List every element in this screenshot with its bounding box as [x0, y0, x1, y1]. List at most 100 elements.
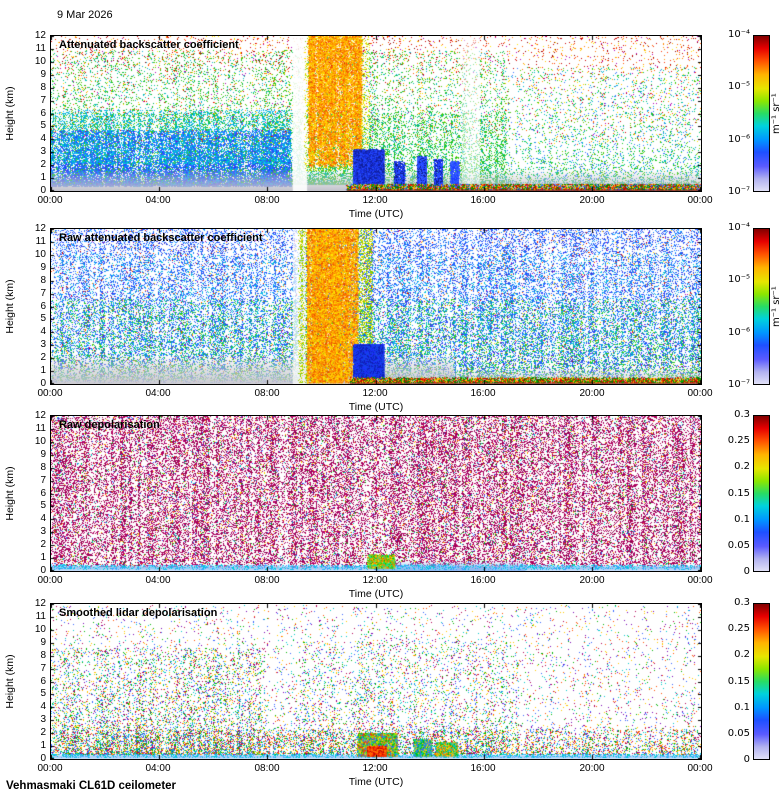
height-tick-label: 3	[40, 146, 46, 157]
time-tick-label: 04:00	[145, 763, 171, 774]
plot-area: Attenuated backscatter coefficient	[50, 35, 702, 192]
time-tick-label: 08:00	[254, 388, 280, 399]
plot-area: Raw depolarisation	[50, 415, 702, 572]
colorbar-tick-label: 10⁻⁴	[727, 29, 750, 40]
colorbar-unit-label: m⁻¹ sr⁻¹	[771, 93, 780, 134]
panel-title: Smoothed lidar depolarisation	[59, 607, 218, 619]
height-tick-label: 3	[40, 339, 46, 350]
height-tick-label: 8	[40, 650, 46, 661]
height-tick-label: 1	[40, 172, 46, 183]
ceilometer-panel-1: Height (km) 0 1 2 3 4 5 6 7 8 9 10 11 12 Attenuated ba…	[0, 29, 780, 228]
height-tick-label: 4	[40, 326, 46, 337]
height-axis-label: Height (km)	[4, 466, 16, 521]
height-tick-label: 8	[40, 82, 46, 93]
height-tick-label: 4	[40, 701, 46, 712]
plot-canvas-2	[51, 229, 701, 384]
height-tick-label: 12	[34, 410, 46, 421]
colorbar-tick-label: 10⁻⁷	[727, 186, 750, 197]
height-tick-label: 6	[40, 676, 46, 687]
time-tick-label: 00:00	[37, 195, 63, 206]
height-tick-label: 10	[34, 56, 46, 67]
colorbar-tick-label: 0	[743, 754, 750, 765]
height-tick-label: 2	[40, 539, 46, 550]
height-tick-label: 0	[40, 753, 46, 764]
station-label: Vehmasmaki CL61D ceilometer	[6, 780, 177, 792]
colorbar	[753, 228, 770, 385]
time-tick-label: 00:00	[37, 763, 63, 774]
time-tick-label: 12:00	[362, 763, 388, 774]
height-tick-label: 7	[40, 475, 46, 486]
time-axis-label: Time (UTC)	[348, 588, 404, 600]
plot-canvas-3	[51, 416, 701, 571]
height-tick-label: 2	[40, 727, 46, 738]
ceilometer-panel-3: Height (km) 0 1 2 3 4 5 6 7 8 9 10 11 12 Raw depolaris…	[0, 409, 780, 608]
time-tick-label: 12:00	[362, 575, 388, 586]
colorbar-unit-label: m⁻¹ sr⁻¹	[771, 286, 780, 327]
colorbar-tick-label: 0.3	[734, 597, 750, 608]
plot-canvas-4	[51, 604, 701, 759]
height-tick-label: 0	[40, 185, 46, 196]
panel-title: Raw attenuated backscatter coefficient	[59, 232, 263, 244]
time-tick-label: 00:00	[687, 575, 713, 586]
height-tick-label: 10	[34, 624, 46, 635]
height-tick-label: 0	[40, 565, 46, 576]
colorbar-tick-label: 0	[743, 566, 750, 577]
height-axis-label: Height (km)	[4, 86, 16, 141]
height-tick-label: 0	[40, 378, 46, 389]
time-tick-label: 12:00	[362, 388, 388, 399]
height-tick-label: 7	[40, 663, 46, 674]
time-tick-label: 00:00	[37, 388, 63, 399]
colorbar-tick-label: 0.1	[734, 702, 750, 713]
height-tick-label: 10	[34, 249, 46, 260]
colorbar	[753, 415, 770, 572]
colorbar-tick-label: 10⁻⁵	[727, 274, 750, 285]
time-tick-label: 00:00	[687, 195, 713, 206]
height-tick-label: 11	[35, 423, 46, 434]
height-tick-label: 7	[40, 95, 46, 106]
colorbar	[753, 603, 770, 760]
height-tick-label: 4	[40, 133, 46, 144]
colorbar-tick-label: 10⁻⁷	[727, 379, 750, 390]
time-tick-label: 08:00	[254, 575, 280, 586]
time-axis-label: Time (UTC)	[348, 208, 404, 220]
time-axis-label: Time (UTC)	[348, 776, 404, 788]
time-tick-label: 20:00	[579, 388, 605, 399]
height-tick-label: 8	[40, 462, 46, 473]
colorbar-tick-label: 0.2	[734, 461, 750, 472]
time-axis-label: Time (UTC)	[348, 401, 404, 413]
height-tick-label: 1	[40, 740, 46, 751]
height-tick-label: 3	[40, 714, 46, 725]
colorbar-tick-label: 0.15	[727, 488, 750, 499]
height-tick-label: 9	[40, 449, 46, 460]
plot-canvas-1	[51, 36, 701, 191]
time-tick-label: 08:00	[254, 763, 280, 774]
height-tick-label: 11	[35, 611, 46, 622]
height-axis-label: Height (km)	[4, 279, 16, 334]
height-tick-label: 11	[35, 43, 46, 54]
height-tick-label: 12	[34, 598, 46, 609]
height-tick-label: 6	[40, 488, 46, 499]
time-tick-label: 04:00	[145, 575, 171, 586]
height-tick-label: 9	[40, 637, 46, 648]
colorbar-tick-label: 10⁻⁵	[727, 81, 750, 92]
height-tick-label: 6	[40, 108, 46, 119]
time-tick-label: 04:00	[145, 195, 171, 206]
height-tick-label: 12	[34, 30, 46, 41]
height-tick-label: 2	[40, 159, 46, 170]
colorbar	[753, 35, 770, 192]
height-tick-label: 6	[40, 301, 46, 312]
time-tick-label: 20:00	[579, 763, 605, 774]
colorbar-tick-label: 10⁻⁶	[727, 327, 750, 338]
colorbar-tick-label: 0.05	[727, 540, 750, 551]
plot-area: Smoothed lidar depolarisation	[50, 603, 702, 760]
time-tick-label: 08:00	[254, 195, 280, 206]
height-tick-label: 9	[40, 262, 46, 273]
colorbar-tick-label: 0.25	[727, 435, 750, 446]
time-tick-label: 04:00	[145, 388, 171, 399]
panel-title: Attenuated backscatter coefficient	[59, 39, 239, 51]
time-tick-label: 20:00	[579, 575, 605, 586]
height-tick-label: 7	[40, 288, 46, 299]
height-tick-label: 3	[40, 526, 46, 537]
height-tick-label: 5	[40, 313, 46, 324]
height-tick-label: 5	[40, 120, 46, 131]
